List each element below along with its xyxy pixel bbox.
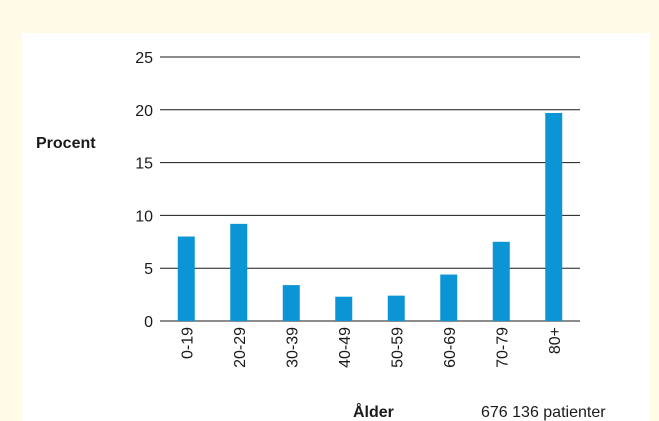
gridlines (160, 56, 580, 322)
patient-count-note: 676 136 patienter (481, 404, 606, 421)
bar-40-49 (335, 296, 353, 321)
x-tick-label: 20-29 (232, 327, 249, 368)
y-tick-label: 20 (135, 103, 153, 120)
bar-70-79 (492, 241, 510, 321)
x-tick-label: 40-49 (337, 327, 354, 368)
x-tick-label: 60-69 (442, 327, 459, 368)
y-tick-label: 5 (144, 261, 153, 278)
y-tick-label: 15 (135, 156, 153, 173)
bar-20-29 (230, 223, 248, 321)
y-tick-label: 10 (135, 208, 153, 225)
y-axis-label: Procent (36, 135, 96, 152)
x-tick-label: 50-59 (389, 327, 406, 368)
x-tick-label: 70-79 (494, 327, 511, 368)
bars (177, 112, 563, 321)
y-tick-labels: 0 5 10 15 20 25 (135, 50, 153, 331)
bar-50-59 (387, 295, 405, 321)
bar-60-69 (440, 274, 458, 321)
x-tick-label: 0-19 (179, 327, 196, 359)
x-tick-label: 80+ (547, 327, 564, 354)
y-tick-label: 25 (135, 50, 153, 67)
y-tick-label: 0 (144, 314, 153, 331)
bar-30-39 (282, 285, 300, 321)
bar-0-19 (177, 236, 195, 321)
x-tick-labels: 0-19 20-29 30-39 40-49 50-59 60-69 70-79 80+ (179, 327, 564, 368)
x-tick-label: 30-39 (284, 327, 301, 368)
bar-80+ (545, 112, 563, 321)
x-axis-label: Ålder (353, 402, 394, 421)
